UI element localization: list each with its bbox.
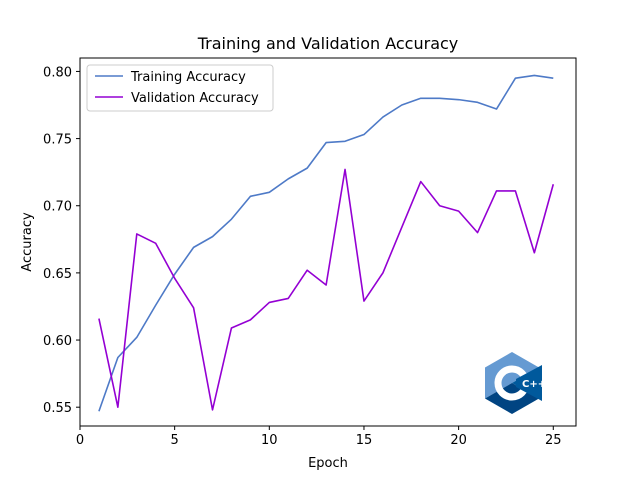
y-tick-label: 0.60 xyxy=(43,334,72,349)
logo-plus-text: C++ xyxy=(522,379,546,390)
y-tick-label: 0.55 xyxy=(43,401,72,416)
legend-label-validation: Validation Accuracy xyxy=(131,91,259,106)
y-tick-label: 0.80 xyxy=(43,65,72,80)
x-axis-ticks: 0 5 10 15 20 25 xyxy=(76,426,562,448)
y-axis-label: Accuracy xyxy=(20,212,35,272)
series-layer xyxy=(98,74,555,412)
plot-area: 0 5 10 15 20 25 0.55 0.60 0.65 0.70 0.75 0.80 xyxy=(43,57,577,448)
x-tick-label: 15 xyxy=(356,433,373,448)
legend: Training Accuracy Validation Accuracy xyxy=(86,64,274,112)
y-tick-label: 0.70 xyxy=(43,200,72,215)
series-line-training xyxy=(98,74,554,412)
cpp-logo-icon: C++ xyxy=(485,352,546,414)
legend-box xyxy=(86,64,274,112)
chart-title: Training and Validation Accuracy xyxy=(197,34,459,53)
series-line-validation xyxy=(98,168,555,411)
x-tick-label: 0 xyxy=(76,433,84,448)
x-tick-label: 10 xyxy=(261,433,278,448)
logo-c-opening xyxy=(516,365,542,401)
y-tick-label: 0.75 xyxy=(43,133,72,148)
x-tick-label: 20 xyxy=(450,433,467,448)
y-tick-label: 0.65 xyxy=(43,267,72,282)
y-axis-ticks: 0.55 0.60 0.65 0.70 0.75 0.80 xyxy=(43,65,80,416)
x-tick-label: 25 xyxy=(545,433,562,448)
axes-frame xyxy=(79,57,577,427)
x-tick-label: 5 xyxy=(171,433,179,448)
x-axis-label: Epoch xyxy=(308,456,348,471)
legend-label-training: Training Accuracy xyxy=(130,70,246,85)
